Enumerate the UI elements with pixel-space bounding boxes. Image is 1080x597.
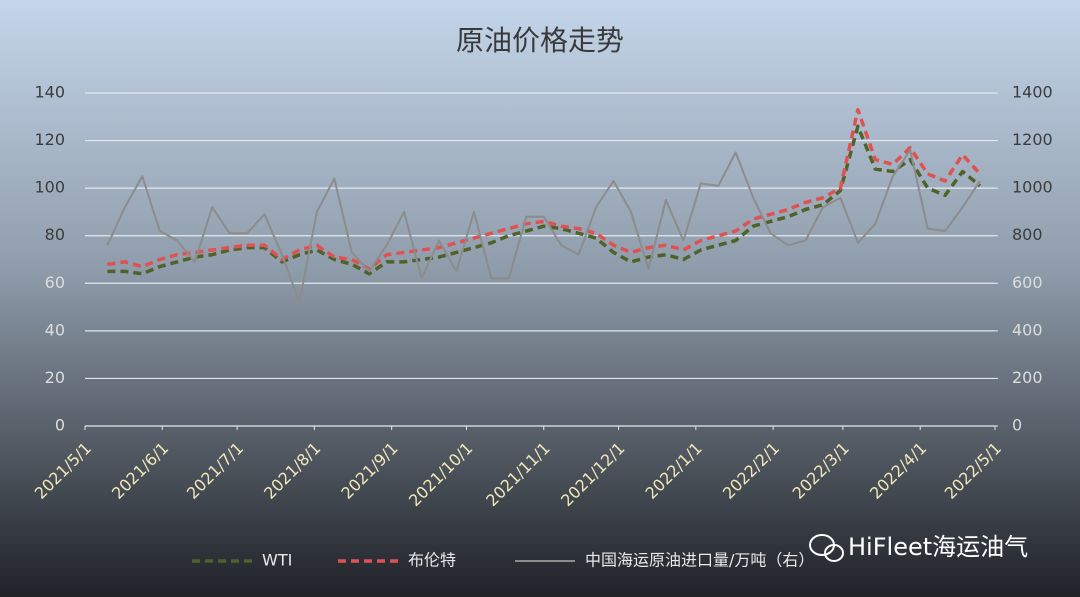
legend-label: 布伦特 [408,551,456,570]
series-line [107,107,982,271]
y-tick-label: 80 [45,225,65,244]
y2-tick-label: 400 [1012,320,1043,339]
y2-tick-label: 200 [1012,368,1043,387]
y-tick-label: 0 [55,416,65,435]
wechat-icon [809,534,844,562]
legend-label: WTI [262,551,292,570]
legend-label: 中国海运原油进口量/万吨（右） [585,551,814,570]
y-tick-label: 140 [34,83,65,102]
y-tick-label: 20 [45,368,65,387]
y2-tick-label: 800 [1012,225,1043,244]
y2-tick-label: 1000 [1012,178,1053,197]
y-tick-label: 40 [45,320,65,339]
series-line [106,149,981,304]
chart-title: 原油价格走势 [456,24,624,57]
y2-tick-label: 600 [1012,273,1043,292]
series-line [107,124,982,276]
y2-tick-label: 1200 [1012,130,1053,149]
watermark: HiFleet海运油气 [848,533,1028,561]
y2-tick-label: 1400 [1012,83,1053,102]
y2-tick-label: 0 [1012,416,1022,435]
y-tick-label: 120 [34,130,65,149]
y-tick-label: 100 [34,178,65,197]
y-tick-label: 60 [45,273,65,292]
